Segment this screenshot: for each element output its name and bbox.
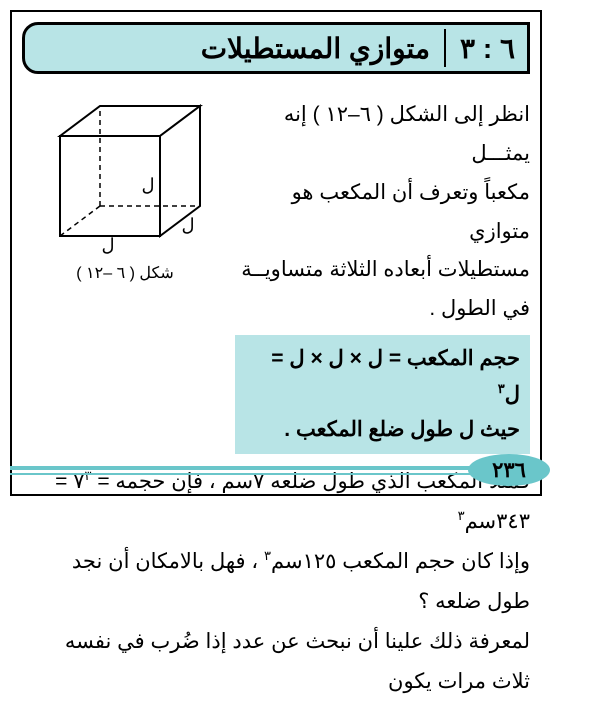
intro-line: انظر إلى الشكل ( ٦–١٢ ) إنه يمثـــل [235,96,530,174]
intro-line: مستطيلات أبعاده الثلاثة متساويــة [235,251,530,290]
section-number: ٦ : ٣ [460,32,515,65]
formula-line1: حجم المكعب = ل × ل × ل = ل٣ [245,341,520,412]
edge-label: ل [141,175,154,195]
section-header: ٦ : ٣ متوازي المستطيلات [22,22,530,74]
content-area: انظر إلى الشكل ( ٦–١٢ ) إنه يمثـــل مكعب… [25,96,530,446]
edge-label: ل [101,235,114,255]
cube-figure: ل ل ل شكل ( ٦ –١٢ ) [25,96,225,454]
footer-rule [10,473,542,475]
example-text: فمثلاً المكعب الذي طول ضلعه ٧سم ، فإن حج… [25,462,530,701]
section-title: متوازي المستطيلات [201,32,430,65]
formula-box: حجم المكعب = ل × ل × ل = ل٣ حيث ل طول ضل… [235,335,530,454]
formula-line2: حيث ل طول ضلع المكعب . [245,412,520,448]
footer-rule [10,466,542,470]
edge-label: ل [181,215,194,235]
page-number: ٢٣٦ [468,454,550,486]
header-divider [444,29,446,67]
example-line: وإذا كان حجم المكعب ١٢٥سم٣ ، فهل بالامكا… [31,542,530,622]
intro-row: انظر إلى الشكل ( ٦–١٢ ) إنه يمثـــل مكعب… [25,96,530,454]
figure-caption: شكل ( ٦ –١٢ ) [25,263,225,283]
intro-text: انظر إلى الشكل ( ٦–١٢ ) إنه يمثـــل مكعب… [235,96,530,454]
intro-line: في الطول . [235,290,530,329]
intro-line: مكعباً وتعرف أن المكعب هو متوازي [235,174,530,252]
example-line: لمعرفة ذلك علينا أن نبحث عن عدد إذا ضُرب… [31,622,530,701]
cube-icon: ل ل ل [30,96,220,256]
page-footer: ٢٣٦ [10,458,542,486]
